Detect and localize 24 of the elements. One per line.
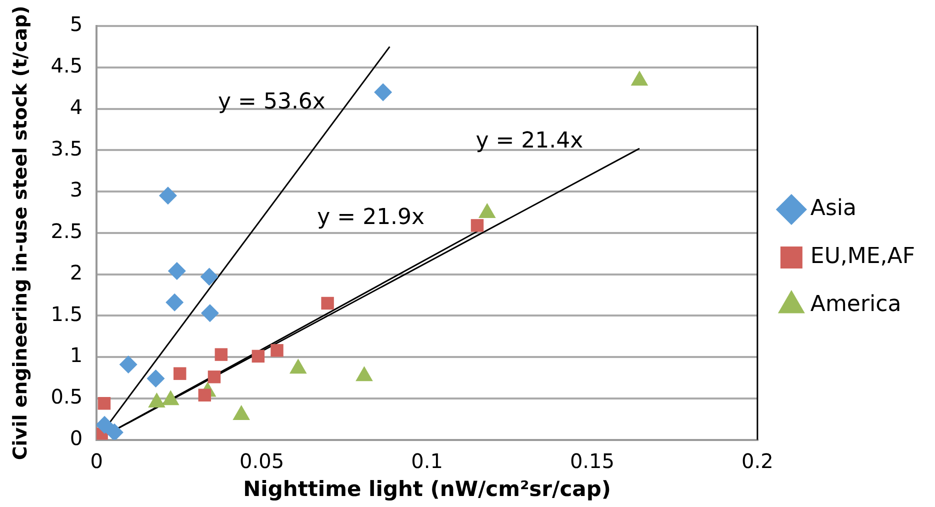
- x-axis-title: Nighttime light (nW/cm²sr/cap): [243, 476, 611, 501]
- y-tick-label: 1.5: [50, 302, 83, 326]
- annotation: y = 53.6x: [218, 89, 326, 114]
- annotation: y = 21.9x: [317, 205, 425, 230]
- x-tick-label: 0.15: [570, 449, 614, 474]
- y-tick-label: 5: [70, 12, 83, 36]
- legend-label: Asia: [810, 196, 857, 222]
- x-tick-label: 0.2: [742, 449, 774, 474]
- annotation: y = 21.4x: [476, 128, 584, 154]
- y-tick-label: 4: [70, 94, 83, 119]
- y-tick-label: 2.5: [50, 219, 83, 244]
- legend-label: America: [810, 292, 902, 318]
- y-tick-label: 3.5: [50, 136, 83, 160]
- legend-label: EU,ME,AF: [810, 244, 916, 270]
- x-tick-label: 0.05: [240, 449, 284, 474]
- y-tick-label: 0: [70, 426, 83, 450]
- x-tick-label: 0.1: [411, 449, 443, 474]
- y-tick-label: 1: [70, 343, 83, 368]
- y-tick-label: 2: [70, 260, 83, 284]
- y-tick-label: 3: [70, 178, 83, 202]
- y-tick-label: 0.5: [50, 384, 83, 409]
- y-axis-title: Civil engineering in-use steel stock (t/cap): [9, 6, 32, 460]
- y-tick-label: 4.5: [50, 54, 83, 78]
- x-tick-label: 0: [90, 449, 103, 474]
